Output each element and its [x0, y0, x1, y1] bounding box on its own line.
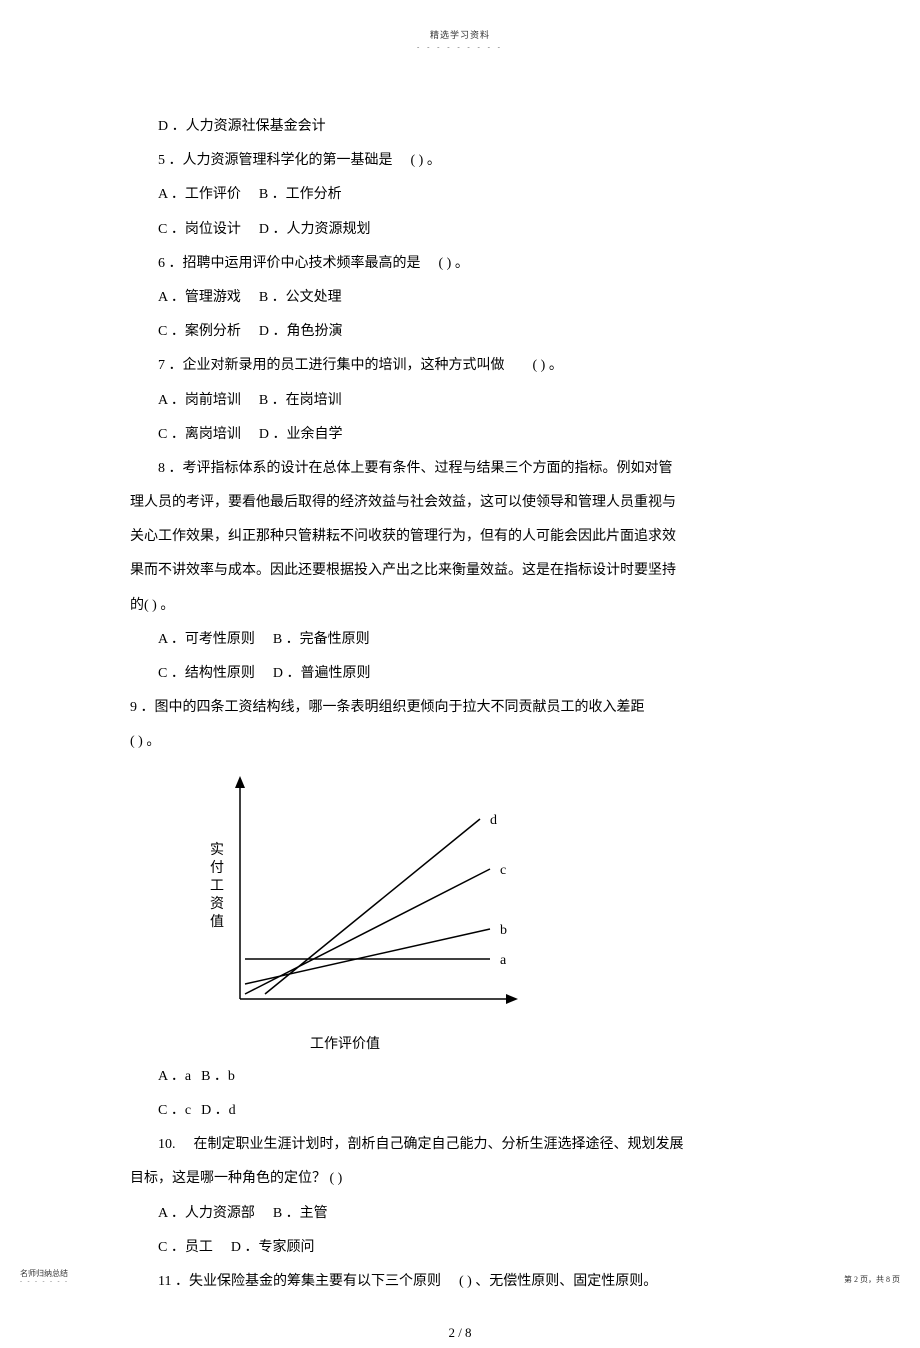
text-line: 理人员的考评，要看他最后取得的经济效益与社会效益，这可以使领导和管理人员重视与	[130, 487, 790, 519]
header-title: 精选学习资料	[0, 0, 920, 41]
text-line: 8 ．考评指标体系的设计在总体上要有条件、过程与结果三个方面的指标。例如对管	[130, 453, 790, 485]
option-c: C ．员工	[158, 1240, 213, 1255]
text-line: 关心工作效果，纠正那种只管耕耘不问收获的管理行为，但有的人可能会因此片面追求效	[130, 521, 790, 553]
option-b: B ．工作分析	[259, 187, 342, 202]
text-line: 7 ．企业对新录用的员工进行集中的培训，这种方式叫做 ( ) 。	[130, 350, 790, 382]
text-line: 的( ) 。	[130, 590, 790, 622]
option-a: A ．可考性原则	[158, 632, 255, 647]
option-d: D ．角色扮演	[259, 324, 343, 339]
text-line: A ．岗前培训 B ．在岗培训	[130, 385, 790, 417]
text-line: ( ) 。	[130, 726, 790, 758]
text-line: A ．人力资源部 B ．主管	[130, 1198, 790, 1230]
text-line: C ．岗位设计 D ．人力资源规划	[130, 214, 790, 246]
text-line: A ．a B ．b	[130, 1061, 790, 1093]
footer-left: 名师归纳总结 - - - - - - -	[20, 1268, 69, 1285]
option-d: D ．专家顾问	[231, 1240, 315, 1255]
footer-left-sub: - - - - - - -	[20, 1279, 69, 1285]
blank: ( ) 、无偿性原则、固定性原则。	[459, 1274, 657, 1289]
footer-right: 第 2 页，共 8 页	[844, 1274, 900, 1285]
question-num: 10.	[158, 1137, 176, 1152]
option-d: D ．d	[201, 1103, 236, 1118]
question-text: 在制定职业生涯计划时，剖析自己确定自己能力、分析生涯选择途径、规划发展	[194, 1137, 684, 1152]
svg-text:d: d	[490, 813, 497, 828]
text-line: A ．管理游戏 B ．公文处理	[130, 282, 790, 314]
chart-svg: ab c d 实付工资值	[190, 769, 530, 1019]
svg-text:付: 付	[210, 860, 224, 876]
option-c: C ．结构性原则	[158, 666, 255, 681]
svg-text:c: c	[500, 863, 506, 878]
option-c: C ．c	[158, 1103, 191, 1118]
question-text: 11 ．失业保险基金的筹集主要有以下三个原则	[158, 1274, 441, 1289]
text-line: C ．员工 D ．专家顾问	[130, 1232, 790, 1264]
text-line: 果而不讲效率与成本。因此还要根据投入产出之比来衡量效益。这是在指标设计时要坚持	[130, 555, 790, 587]
text-line: A ．工作评价 B ．工作分析	[130, 179, 790, 211]
text-line: 6 ．招聘中运用评价中心技术频率最高的是 ( ) 。	[130, 248, 790, 280]
option-b: B ．公文处理	[259, 290, 342, 305]
svg-text:b: b	[500, 923, 507, 938]
svg-text:值: 值	[210, 914, 224, 930]
blank: ( ) 。	[439, 256, 469, 271]
text-line: 9 ．图中的四条工资结构线，哪一条表明组织更倾向于拉大不同贡献员工的收入差距	[130, 692, 790, 724]
text-line: 11 ．失业保险基金的筹集主要有以下三个原则 ( ) 、无偿性原则、固定性原则。	[130, 1266, 790, 1298]
page-number: 2 / 8	[130, 1318, 790, 1348]
main-content: D ．人力资源社保基金会计 5 ．人力资源管理科学化的第一基础是 ( ) 。 A …	[0, 51, 920, 1348]
option-c: C ．离岗培训	[158, 427, 241, 442]
text-line: 目标，这是哪一种角色的定位？ ( )	[130, 1163, 790, 1195]
option-a: A ．a	[158, 1069, 191, 1084]
question-text: 7 ．企业对新录用的员工进行集中的培训，这种方式叫做	[158, 358, 505, 373]
option-c: C ．案例分析	[158, 324, 241, 339]
text-line: 10. 在制定职业生涯计划时，剖析自己确定自己能力、分析生涯选择途径、规划发展	[130, 1129, 790, 1161]
option-a: A ．管理游戏	[158, 290, 241, 305]
question-text: 5 ．人力资源管理科学化的第一基础是	[158, 153, 393, 168]
option-a: A ．岗前培训	[158, 393, 241, 408]
svg-text:a: a	[500, 953, 507, 968]
wage-chart: ab c d 实付工资值	[190, 769, 790, 1019]
option-b: B ．主管	[273, 1206, 328, 1221]
text-line: A ．可考性原则 B ．完备性原则	[130, 624, 790, 656]
text-line: C ．离岗培训 D ．业余自学	[130, 419, 790, 451]
option-b: B ．b	[201, 1069, 235, 1084]
text-line: C ．结构性原则 D ．普遍性原则	[130, 658, 790, 690]
option-d: D ．业余自学	[259, 427, 343, 442]
header-subtitle: - - - - - - - - -	[0, 43, 920, 51]
option-d: D ．普遍性原则	[273, 666, 371, 681]
text-line: C ．c D ．d	[130, 1095, 790, 1127]
footer-left-text: 名师归纳总结	[20, 1268, 69, 1279]
option-b: B ．在岗培训	[259, 393, 342, 408]
text-line: C ．案例分析 D ．角色扮演	[130, 316, 790, 348]
text-line: 5 ．人力资源管理科学化的第一基础是 ( ) 。	[130, 145, 790, 177]
blank: ( ) 。	[411, 153, 441, 168]
text-line: D ．人力资源社保基金会计	[130, 111, 790, 143]
option-c: C ．岗位设计	[158, 222, 241, 237]
svg-text:工: 工	[210, 879, 224, 894]
question-text: 6 ．招聘中运用评价中心技术频率最高的是	[158, 256, 421, 271]
option-d: D ．人力资源规划	[259, 222, 371, 237]
svg-text:实: 实	[210, 842, 224, 858]
option-b: B ．完备性原则	[273, 632, 370, 647]
option-a: A ．工作评价	[158, 187, 241, 202]
chart-x-label: 工作评价值	[310, 1029, 790, 1061]
blank: ( ) 。	[533, 358, 563, 373]
option-a: A ．人力资源部	[158, 1206, 255, 1221]
svg-text:资: 资	[210, 896, 224, 912]
